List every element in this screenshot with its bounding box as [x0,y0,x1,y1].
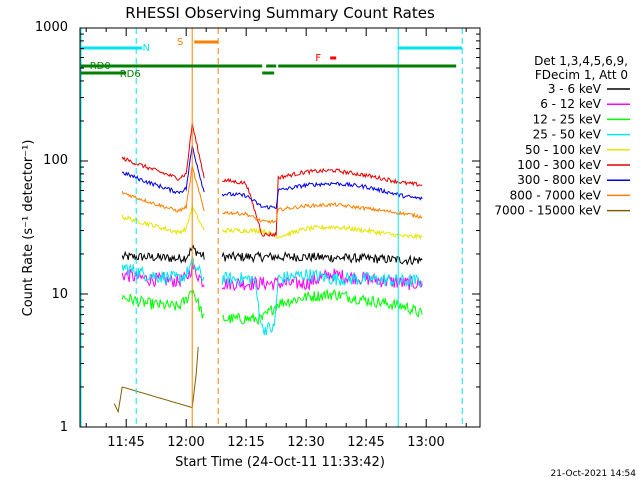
y-tick-label-10: 10 [51,287,68,302]
legend-entry-label: 3 - 6 keV [548,82,602,96]
flag-label-rd6: RD6 [120,69,141,80]
legend-entry-label: 7000 - 15000 keV [494,204,601,218]
series-line [221,223,423,241]
y-axis-label: Count Rate (s⁻¹ detector⁻¹) [21,140,36,317]
x-tick-label-1200: 12:00 [167,435,204,450]
x-tick-label-1245: 12:45 [347,435,384,450]
legend-entry-label: 50 - 100 keV [525,143,602,157]
flag-label-s: S [177,37,183,48]
x-tick-label-1215: 12:15 [227,435,264,450]
series-line [121,255,205,285]
y-tick-label-1: 1 [60,420,68,435]
series-line [222,288,423,325]
series-line [113,346,199,414]
y-tick-label-100: 100 [43,153,68,168]
series-line [221,250,423,266]
legend-entry-label: 6 - 12 keV [540,97,602,111]
legend-entry-label: 12 - 25 keV [533,112,602,126]
flag-label-f: F [315,53,321,64]
x-tick-label-1230: 12:30 [287,435,324,450]
legend-entry-label: 25 - 50 keV [533,128,602,142]
series-line [221,181,423,210]
x-tick-label-1145: 11:45 [107,435,144,450]
series-line [221,268,423,336]
x-tick-label-1300: 13:00 [407,435,444,450]
legend: Det 1,3,4,5,6,9, FDecim 1, Att 0 3 - 6 k… [494,54,630,218]
x-ticks [85,28,467,427]
y-tick-label-1000: 1000 [35,20,68,35]
legend-entry-label: 300 - 800 keV [517,173,601,187]
y-ticks [80,27,480,428]
series-4 [121,255,423,336]
series-8 [121,165,423,225]
y-axis: 1000 100 10 1 [35,20,68,435]
legend-entry-label: 100 - 300 keV [517,158,601,172]
flag-label-n: N [142,43,149,54]
flag-label-rd0: RD0 [90,61,111,72]
series-line [121,165,205,213]
series-line [222,202,423,225]
plot-frame [79,27,481,428]
series-line [222,167,423,238]
x-axis-label: Start Time (24-Oct-11 11:33:42) [175,455,385,470]
legend-header-line-2: FDecim 1, Att 0 [535,68,628,82]
flags: N S F RD0 RD6 [81,37,463,80]
plot-area: N S F RD0 RD6 [80,28,463,427]
series-line [121,244,205,264]
x-axis: 11:45 12:00 12:15 12:30 12:45 13:00 [107,435,444,450]
legend-entry-label: 800 - 7000 keV [510,188,602,202]
chart-title: RHESSI Observing Summary Count Rates [125,4,435,22]
series-1 [121,244,423,266]
timestamp: 21-Oct-2021 14:54 [551,469,637,479]
legend-header-line-1: Det 1,3,4,5,6,9, [534,54,628,68]
series-9 [113,346,199,414]
